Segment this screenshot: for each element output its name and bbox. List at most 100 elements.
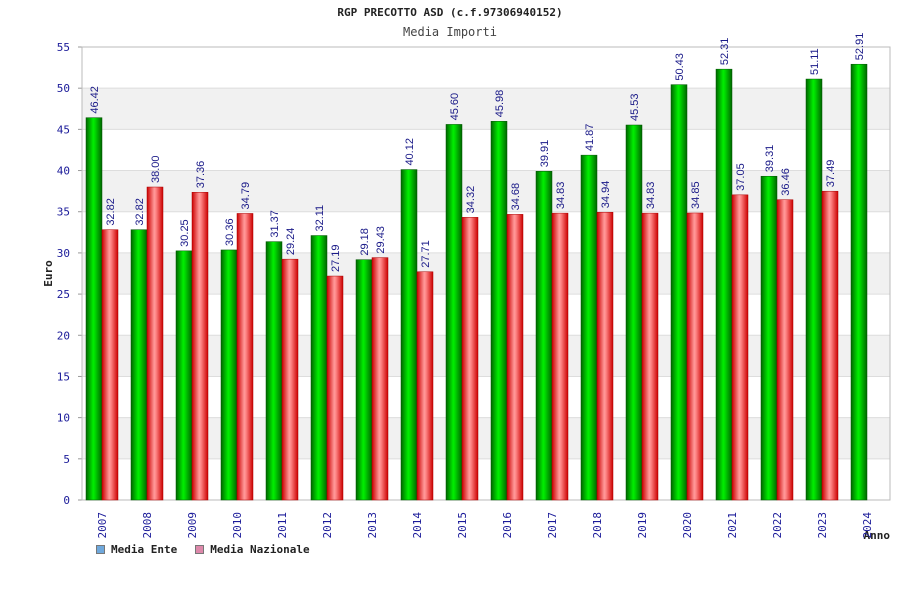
bar-media-ente-2019: [625, 124, 643, 501]
data-label-media-ente-2019: 45.53: [629, 93, 641, 121]
data-label-media-ente-2022: 39.31: [764, 145, 776, 173]
bar-media-nazionale-2019: [641, 212, 659, 501]
data-label-media-nazionale-2011: 29.24: [285, 228, 297, 256]
data-label-media-nazionale-2010: 34.79: [240, 182, 252, 210]
data-label-media-nazionale-2019: 34.83: [645, 182, 657, 210]
x-tick-label-2020: 2020: [681, 512, 694, 539]
bar-media-ente-2009: [175, 250, 193, 501]
bar-media-nazionale-2008: [146, 186, 164, 501]
y-tick-label: 20: [57, 329, 70, 342]
bar-media-nazionale-2021: [731, 194, 749, 501]
data-label-media-ente-2008: 32.82: [134, 198, 146, 226]
y-tick-label: 15: [57, 370, 70, 383]
data-label-media-ente-2012: 32.11: [314, 205, 326, 232]
x-tick-label-2010: 2010: [231, 512, 244, 539]
bar-media-ente-2018: [580, 154, 598, 501]
legend-item-media-ente: Media Ente: [96, 543, 177, 556]
x-tick-label-2011: 2011: [276, 512, 289, 539]
bar-media-nazionale-2013: [371, 257, 389, 501]
x-tick-label-2008: 2008: [141, 512, 154, 539]
x-tick-label-2016: 2016: [501, 512, 514, 539]
x-tick-label-2012: 2012: [321, 512, 334, 539]
x-tick-label-2007: 2007: [96, 512, 109, 539]
plot-band: [82, 376, 890, 418]
plot-band: [82, 458, 890, 500]
data-label-media-ente-2024: 52.91: [854, 33, 866, 61]
x-tick-label-2014: 2014: [411, 512, 424, 539]
data-label-media-nazionale-2013: 29.43: [375, 226, 387, 254]
legend-label-media-nazionale: Media Nazionale: [210, 543, 310, 556]
data-label-media-nazionale-2007: 32.82: [105, 198, 117, 226]
bar-media-nazionale-2016: [506, 214, 524, 501]
data-label-media-nazionale-2016: 34.68: [510, 183, 522, 211]
bar-media-ente-2022: [760, 175, 778, 501]
legend-swatch-media-nazionale: [195, 545, 205, 554]
bar-media-nazionale-2009: [191, 192, 209, 501]
bar-media-ente-2021: [715, 68, 733, 501]
x-tick-label-2009: 2009: [186, 512, 199, 539]
x-axis-label: Anno: [864, 529, 891, 542]
bar-media-ente-2023: [805, 78, 823, 501]
data-label-media-nazionale-2017: 34.83: [555, 182, 567, 210]
bar-media-ente-2011: [265, 241, 283, 501]
plot-band: [82, 88, 890, 130]
data-label-media-ente-2010: 30.36: [224, 218, 236, 246]
bar-media-ente-2015: [445, 124, 463, 501]
y-tick-label: 25: [57, 288, 70, 301]
bar-media-ente-2013: [355, 259, 373, 501]
x-tick-label-2022: 2022: [771, 512, 784, 539]
legend: Media Ente Media Nazionale: [96, 543, 310, 556]
bar-media-ente-2020: [670, 84, 688, 501]
plot-band: [82, 129, 890, 171]
y-tick-label: 40: [57, 165, 70, 178]
plot-band: [82, 170, 890, 212]
y-tick-label: 30: [57, 247, 70, 260]
x-tick-label-2024: 2024: [861, 512, 874, 539]
bar-media-ente-2010: [220, 249, 238, 501]
plot-band: [82, 294, 890, 336]
chart-subtitle: Media Importi: [403, 25, 497, 39]
data-label-media-ente-2017: 39.91: [539, 140, 551, 168]
bar-media-nazionale-2022: [776, 199, 794, 501]
legend-item-media-nazionale: Media Nazionale: [195, 543, 310, 556]
data-label-media-nazionale-2009: 37.36: [195, 161, 207, 189]
plot-band: [82, 335, 890, 377]
data-label-media-nazionale-2012: 27.19: [330, 245, 342, 273]
bar-media-nazionale-2014: [416, 271, 434, 501]
data-label-media-ente-2007: 46.42: [89, 86, 101, 114]
data-label-media-ente-2011: 31.37: [269, 210, 281, 238]
data-label-media-ente-2014: 40.12: [404, 138, 416, 166]
bar-media-ente-2016: [490, 121, 508, 501]
bar-media-ente-2024: [850, 63, 868, 501]
bar-media-nazionale-2020: [686, 212, 704, 501]
bar-media-nazionale-2018: [596, 211, 614, 501]
data-label-media-nazionale-2020: 34.85: [690, 181, 702, 209]
data-label-media-nazionale-2018: 34.94: [600, 181, 612, 209]
data-label-media-ente-2023: 51.11: [809, 48, 821, 75]
data-label-media-ente-2016: 45.98: [494, 90, 506, 118]
data-label-media-nazionale-2008: 38.00: [150, 155, 162, 183]
y-axis-label: Euro: [42, 260, 55, 287]
plot-band: [82, 417, 890, 459]
data-label-media-ente-2013: 29.18: [359, 228, 371, 256]
y-tick-label: 0: [63, 494, 70, 507]
bar-media-ente-2007: [85, 117, 103, 501]
data-label-media-ente-2009: 30.25: [179, 219, 191, 247]
bar-media-nazionale-2012: [326, 275, 344, 501]
plot-band: [82, 211, 890, 253]
legend-swatch-media-ente: [96, 545, 105, 554]
data-label-media-nazionale-2022: 36.46: [780, 168, 792, 196]
bar-media-ente-2014: [400, 169, 418, 501]
y-tick-label: 50: [57, 82, 70, 95]
data-label-media-ente-2020: 50.43: [674, 53, 686, 81]
data-label-media-ente-2018: 41.87: [584, 124, 596, 152]
x-tick-label-2013: 2013: [366, 512, 379, 539]
bar-media-nazionale-2017: [551, 212, 569, 501]
x-tick-label-2015: 2015: [456, 512, 469, 539]
data-label-media-ente-2021: 52.31: [719, 38, 731, 66]
plot-band: [82, 47, 890, 89]
x-tick-label-2023: 2023: [816, 512, 829, 539]
bar-media-nazionale-2007: [101, 229, 119, 501]
